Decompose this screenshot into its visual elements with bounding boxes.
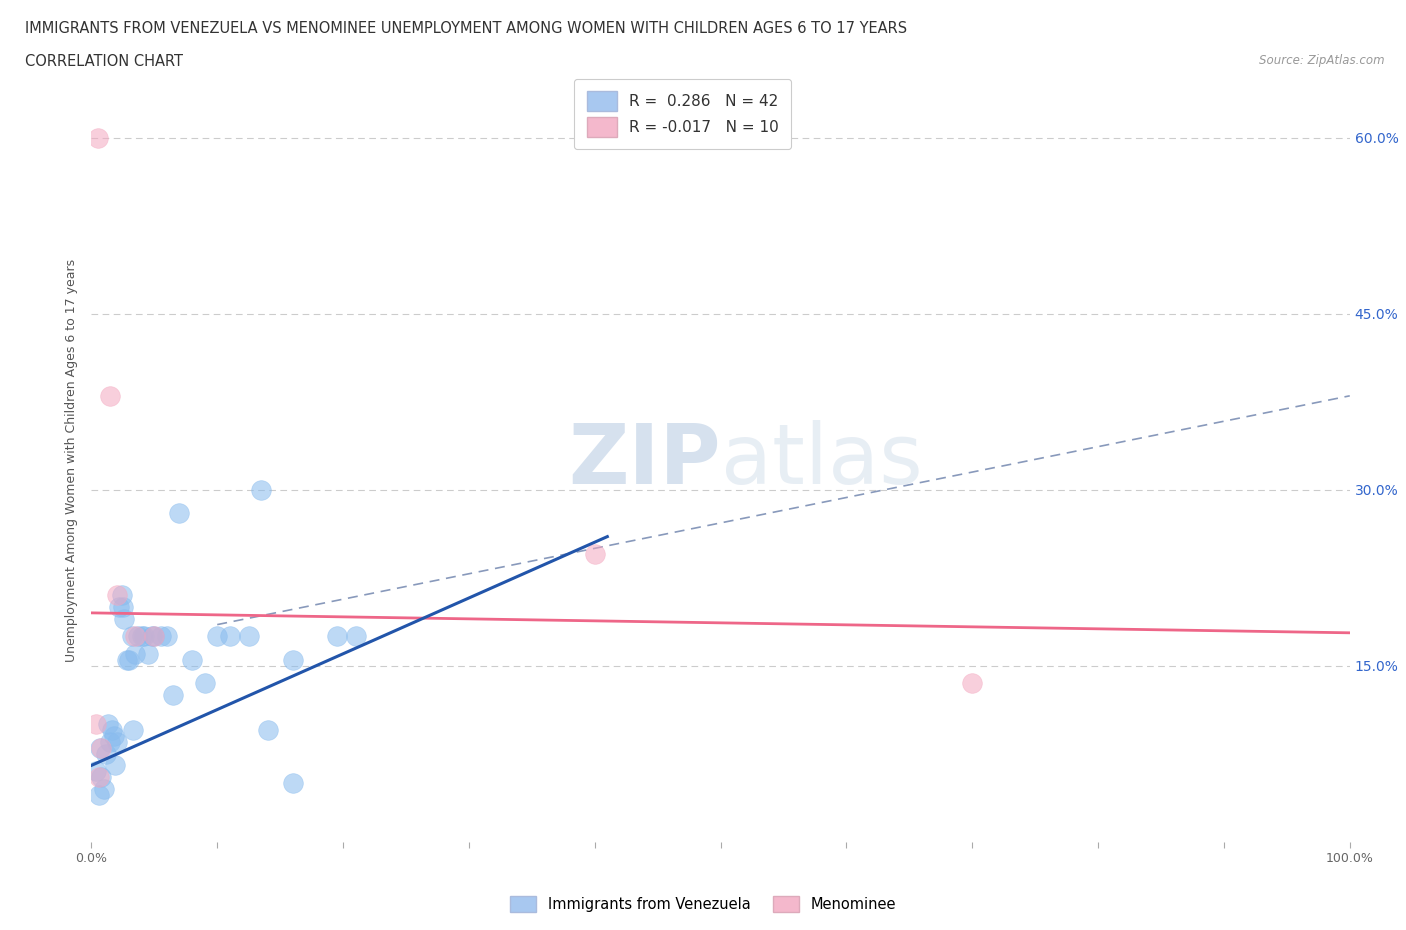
Point	[97, 717, 120, 732]
Point	[281, 652, 304, 667]
Point	[127, 629, 149, 644]
Point	[250, 483, 273, 498]
Point	[149, 629, 172, 644]
Point	[86, 764, 108, 778]
Point	[103, 728, 125, 743]
Point	[143, 629, 166, 644]
Point	[100, 723, 122, 737]
Point	[86, 717, 108, 732]
Point	[136, 646, 159, 661]
Point	[143, 629, 166, 644]
Point	[194, 676, 217, 691]
Point	[108, 600, 131, 615]
Point	[124, 646, 146, 661]
Point	[141, 629, 163, 644]
Point	[181, 652, 204, 667]
Point	[104, 758, 127, 773]
Point	[122, 723, 145, 737]
Point	[156, 629, 179, 644]
Y-axis label: Unemployment Among Women with Children Ages 6 to 17 years: Unemployment Among Women with Children A…	[65, 259, 79, 662]
Point	[162, 687, 184, 702]
Legend: R =  0.286   N = 42, R = -0.017   N = 10: R = 0.286 N = 42, R = -0.017 N = 10	[574, 79, 792, 149]
Point	[583, 547, 606, 562]
Text: IMMIGRANTS FROM VENEZUELA VS MENOMINEE UNEMPLOYMENT AMONG WOMEN WITH CHILDREN AG: IMMIGRANTS FROM VENEZUELA VS MENOMINEE U…	[25, 21, 907, 36]
Text: ZIP: ZIP	[568, 419, 720, 501]
Point	[90, 740, 112, 755]
Point	[326, 629, 349, 644]
Point	[105, 735, 128, 750]
Point	[134, 629, 156, 644]
Point	[98, 735, 121, 750]
Legend: Immigrants from Venezuela, Menominee: Immigrants from Venezuela, Menominee	[505, 891, 901, 918]
Point	[86, 130, 108, 145]
Point	[218, 629, 240, 644]
Text: atlas: atlas	[720, 419, 922, 501]
Point	[205, 629, 228, 644]
Point	[98, 389, 121, 404]
Point	[962, 676, 984, 691]
Point	[112, 611, 135, 626]
Point	[344, 629, 367, 644]
Point	[281, 776, 304, 790]
Point	[105, 588, 128, 603]
Point	[89, 740, 111, 755]
Text: Source: ZipAtlas.com: Source: ZipAtlas.com	[1260, 54, 1385, 67]
Point	[121, 629, 143, 644]
Point	[169, 506, 191, 521]
Point	[115, 652, 138, 667]
Point	[87, 770, 110, 785]
Point	[87, 788, 110, 803]
Point	[238, 629, 260, 644]
Point	[118, 652, 141, 667]
Point	[256, 723, 278, 737]
Text: CORRELATION CHART: CORRELATION CHART	[25, 54, 183, 69]
Point	[124, 629, 146, 644]
Point	[111, 600, 134, 615]
Point	[90, 770, 112, 785]
Point	[110, 588, 132, 603]
Point	[96, 746, 118, 761]
Point	[131, 629, 153, 644]
Point	[93, 781, 115, 796]
